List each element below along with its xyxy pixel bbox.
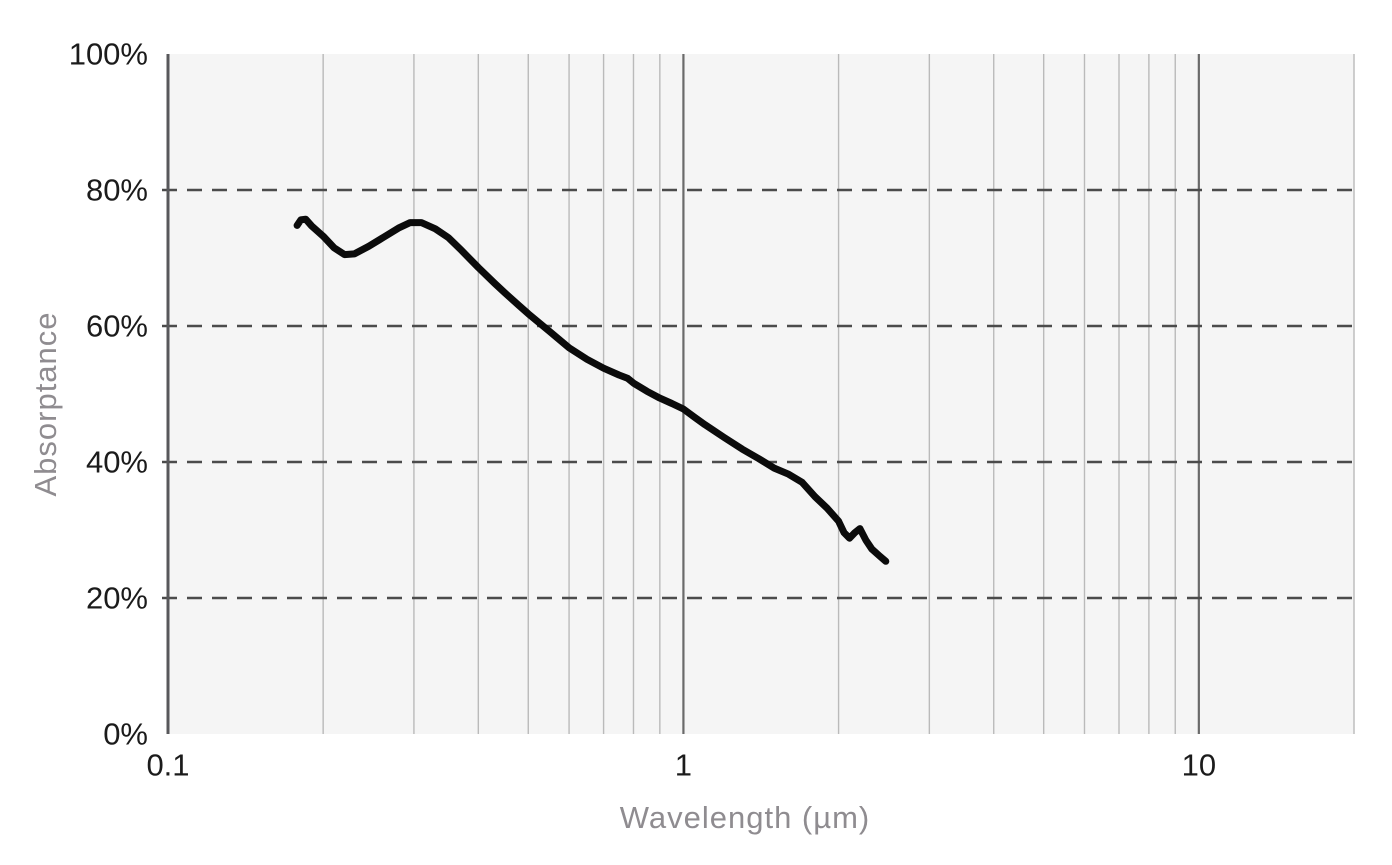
minor-gridlines <box>322 54 1355 734</box>
plot-background <box>168 54 1354 734</box>
x-tick-label-1: 1 <box>674 747 693 783</box>
y-tick-label-40%: 40% <box>85 444 148 480</box>
y-axis-title: Absorptance <box>28 311 63 497</box>
x-tick-label-10: 10 <box>1181 747 1217 783</box>
y-tick-label-80%: 80% <box>85 172 148 208</box>
major-gridlines <box>682 54 1200 734</box>
y-tick-label-100%: 100% <box>68 36 148 72</box>
y-tick-label-60%: 60% <box>85 308 148 344</box>
x-axis-title: Wavelength (µm) <box>619 800 871 835</box>
x-tick-label-0.1: 0.1 <box>146 747 190 783</box>
absorptance-curve <box>293 215 890 565</box>
y-tick-label-20%: 20% <box>85 580 148 616</box>
y-tick-label-0%: 0% <box>103 716 148 752</box>
